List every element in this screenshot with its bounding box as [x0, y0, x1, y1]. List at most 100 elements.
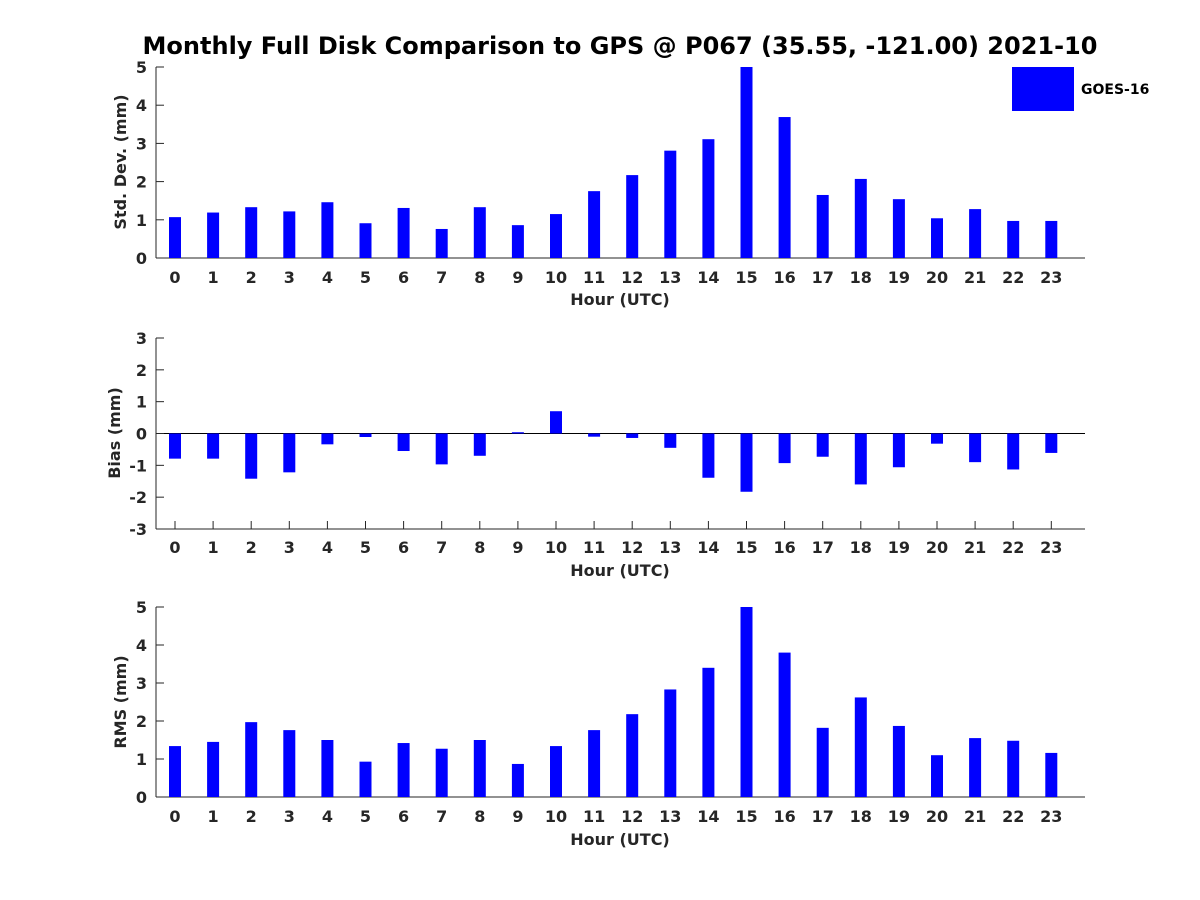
x-tick-label: 0 — [169, 538, 180, 557]
legend-label: GOES-16 — [1081, 82, 1149, 98]
x-tick-label: 4 — [322, 538, 333, 557]
x-tick-label: 8 — [474, 268, 485, 287]
x-tick-label: 11 — [583, 538, 605, 557]
x-tick-label: 3 — [284, 268, 295, 287]
bar-hour-10 — [550, 411, 562, 434]
x-tick-label: 15 — [735, 268, 757, 287]
bar-hour-11 — [588, 433, 601, 437]
x-tick-label: 21 — [964, 807, 986, 826]
x-tick-label: 14 — [697, 538, 719, 557]
x-tick-label: 18 — [850, 807, 872, 826]
bar-hour-20 — [931, 755, 943, 797]
y-tick-label: 0 — [136, 249, 147, 268]
bar-hour-20 — [931, 433, 943, 444]
bar-hour-0 — [169, 217, 181, 258]
x-tick-label: 21 — [964, 538, 986, 557]
bar-hour-10 — [550, 214, 562, 258]
bar-hour-20 — [931, 218, 943, 258]
x-tick-label: 12 — [621, 807, 643, 826]
x-tick-label: 20 — [926, 538, 948, 557]
x-axis-label: Hour (UTC) — [570, 561, 670, 580]
bar-hour-7 — [435, 748, 448, 797]
bar-hour-16 — [778, 433, 791, 464]
bar-hour-21 — [969, 209, 982, 258]
bar-hour-21 — [969, 738, 982, 797]
x-tick-label: 1 — [208, 268, 219, 287]
x-tick-label: 9 — [512, 807, 523, 826]
y-axis-label: Std. Dev. (mm) — [111, 94, 130, 229]
x-tick-label: 2 — [246, 268, 257, 287]
bar-hour-18 — [854, 697, 867, 797]
bar-hour-17 — [816, 194, 829, 258]
bar-hour-16 — [778, 652, 791, 797]
y-tick-label: 5 — [136, 598, 147, 617]
y-tick-label: 0 — [136, 425, 147, 444]
x-tick-label: 22 — [1002, 268, 1024, 287]
bar-hour-17 — [816, 433, 829, 457]
bar-hour-17 — [816, 727, 829, 797]
x-tick-label: 17 — [812, 807, 834, 826]
bar-hour-9 — [511, 763, 524, 797]
x-tick-label: 19 — [888, 538, 910, 557]
x-tick-label: 11 — [583, 807, 605, 826]
x-tick-label: 3 — [284, 807, 295, 826]
y-tick-label: -1 — [129, 456, 147, 475]
x-tick-label: 22 — [1002, 807, 1024, 826]
x-axis-label: Hour (UTC) — [570, 290, 670, 309]
x-tick-label: 8 — [474, 538, 485, 557]
x-tick-label: 5 — [360, 268, 371, 287]
x-tick-label: 9 — [512, 268, 523, 287]
x-tick-label: 2 — [246, 538, 257, 557]
x-tick-label: 15 — [735, 538, 757, 557]
bar-hour-15 — [740, 67, 753, 258]
y-tick-label: -2 — [129, 488, 147, 507]
bar-hour-13 — [664, 150, 677, 258]
bar-hour-4 — [321, 740, 334, 797]
x-axis-label: Hour (UTC) — [570, 830, 670, 849]
bar-hour-6 — [397, 743, 410, 797]
bar-hour-23 — [1045, 433, 1058, 453]
x-tick-label: 7 — [436, 268, 447, 287]
bar-hour-15 — [740, 607, 753, 797]
bar-hour-23 — [1045, 752, 1058, 797]
bar-hour-18 — [854, 433, 867, 485]
bar-hour-9 — [511, 432, 524, 434]
bar-hour-12 — [626, 433, 639, 438]
bar-hour-7 — [435, 433, 448, 465]
x-tick-label: 4 — [322, 807, 333, 826]
bar-hour-6 — [397, 207, 410, 258]
x-tick-label: 13 — [659, 538, 681, 557]
x-tick-label: 14 — [697, 268, 719, 287]
bar-hour-12 — [626, 175, 639, 258]
x-tick-label: 17 — [812, 268, 834, 287]
bar-hour-13 — [664, 689, 677, 797]
x-tick-label: 20 — [926, 268, 948, 287]
x-tick-label: 19 — [888, 268, 910, 287]
bar-hour-21 — [969, 433, 982, 463]
y-tick-label: 1 — [136, 393, 147, 412]
x-tick-label: 15 — [735, 807, 757, 826]
y-axis-label: Bias (mm) — [105, 387, 124, 479]
x-tick-label: 12 — [621, 538, 643, 557]
bar-hour-16 — [778, 117, 791, 259]
x-tick-label: 2 — [246, 807, 257, 826]
x-tick-label: 18 — [850, 538, 872, 557]
bar-hour-7 — [435, 228, 448, 258]
y-tick-label: 3 — [136, 674, 147, 693]
bar-hour-3 — [283, 730, 296, 797]
y-tick-label: 0 — [136, 788, 147, 807]
bar-hour-4 — [321, 202, 334, 258]
x-tick-label: 0 — [169, 807, 180, 826]
bar-hour-9 — [511, 225, 524, 258]
x-tick-label: 10 — [545, 538, 567, 557]
bar-hour-13 — [664, 433, 677, 448]
bar-hour-10 — [550, 746, 562, 797]
x-tick-label: 23 — [1040, 268, 1062, 287]
x-tick-label: 4 — [322, 268, 333, 287]
x-tick-label: 23 — [1040, 807, 1062, 826]
bar-hour-1 — [207, 212, 220, 258]
y-tick-label: 2 — [136, 712, 147, 731]
y-tick-label: 3 — [136, 134, 147, 153]
